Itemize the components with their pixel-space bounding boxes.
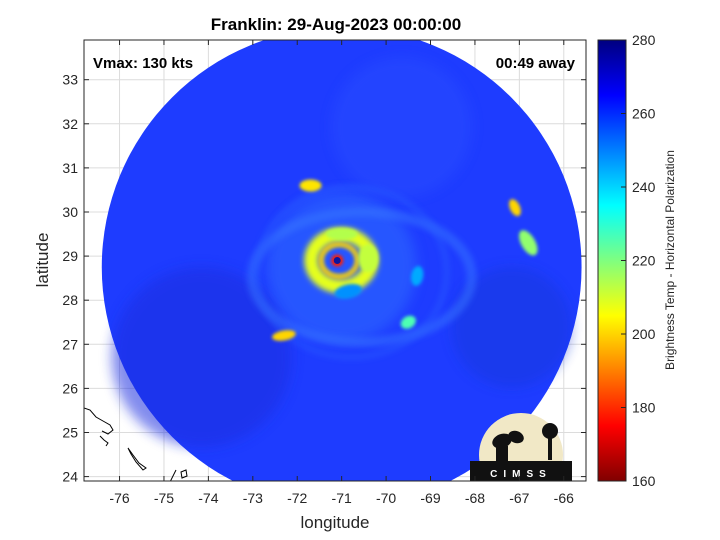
x-tick-label: -73	[243, 490, 263, 506]
storm-feature-eyewall-south	[334, 283, 363, 299]
storm-feature-rainband-east	[411, 266, 424, 286]
colorbar-label: Brightness Temp - Horizontal Polarizatio…	[663, 150, 677, 370]
cimss-logo: CIMSS	[470, 413, 572, 481]
x-tick-label: -74	[198, 490, 218, 506]
y-tick-label: 24	[62, 469, 78, 485]
colorbar-tick-label: 160	[632, 473, 656, 489]
colorbar-tick-label: 280	[632, 32, 656, 48]
x-tick-label: -69	[420, 490, 440, 506]
cimss-logo-text: CIMSS	[490, 469, 552, 480]
y-tick-label: 30	[62, 204, 78, 220]
x-tick-label: -68	[465, 490, 485, 506]
colorbar-tick-label: 220	[632, 253, 656, 269]
x-tick-label: -71	[332, 490, 352, 506]
vmax-label: Vmax: 130 kts	[93, 55, 193, 72]
storm-features	[272, 179, 538, 341]
y-tick-label: 28	[62, 292, 78, 308]
x-axis: -76 -75 -74 -73 -72 -71 -70 -69 -68 -67 -66	[109, 40, 574, 506]
storm-feature-eyewall-north	[325, 228, 358, 241]
y-axis: 24 25 26 27 28 29 30 31 32 33	[62, 72, 586, 485]
colorbar-tick-label: 260	[632, 106, 656, 122]
colorbar-tick-label: 200	[632, 326, 656, 342]
storm-feature-band-south	[272, 330, 296, 341]
y-axis-label: latitude	[33, 233, 52, 288]
y-tick-label: 25	[62, 424, 78, 440]
coastline-bahamas	[84, 407, 188, 481]
x-tick-label: -70	[376, 490, 396, 506]
x-tick-label: -76	[109, 490, 129, 506]
x-tick-label: -67	[509, 490, 529, 506]
storm-feature-eyewall-east	[358, 244, 379, 273]
x-tick-label: -75	[154, 490, 174, 506]
x-axis-label: longitude	[300, 513, 369, 532]
x-tick-label: -66	[554, 490, 574, 506]
y-tick-label: 26	[62, 380, 78, 396]
chart-title: Franklin: 29-Aug-2023 00:00:00	[211, 15, 461, 34]
eye-center	[333, 257, 341, 264]
y-tick-label: 27	[62, 336, 78, 352]
storm-feature-band-far-east-north	[509, 199, 521, 217]
plot-frame	[83, 39, 587, 482]
storm-feature-rainband-southeast	[400, 315, 416, 329]
colorbar-ticks: 160 180 200 220 240 260 280	[621, 32, 656, 489]
storm-feature-band-north	[299, 179, 322, 192]
y-tick-label: 33	[62, 72, 78, 88]
storm-feature-band-far-east	[518, 230, 538, 256]
y-tick-label: 31	[62, 160, 78, 176]
plot-area: CIMSS Vmax: 130 kts 00:49 away	[84, 40, 586, 481]
swath-texture	[111, 57, 572, 448]
colorbar-tick-label: 240	[632, 179, 656, 195]
time-offset-label: 00:49 away	[496, 55, 576, 72]
y-tick-label: 29	[62, 248, 78, 264]
y-tick-label: 32	[62, 116, 78, 132]
x-tick-label: -72	[287, 490, 307, 506]
colorbar-tick-label: 180	[632, 400, 656, 416]
